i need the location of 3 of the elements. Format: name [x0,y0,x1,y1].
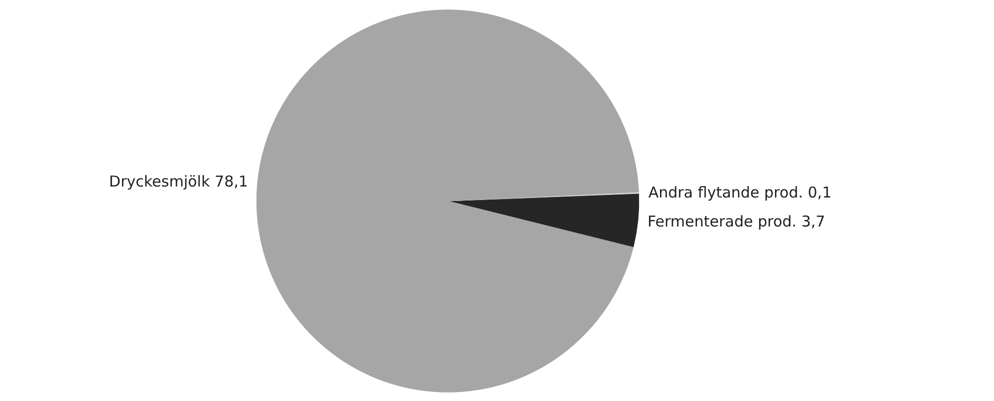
slice-label: Andra flytande prod. 0,1 [648,183,832,202]
slice-label: Dryckesmjölk 78,1 [109,172,248,190]
slice-label: Fermenterade prod. 3,7 [647,212,826,230]
